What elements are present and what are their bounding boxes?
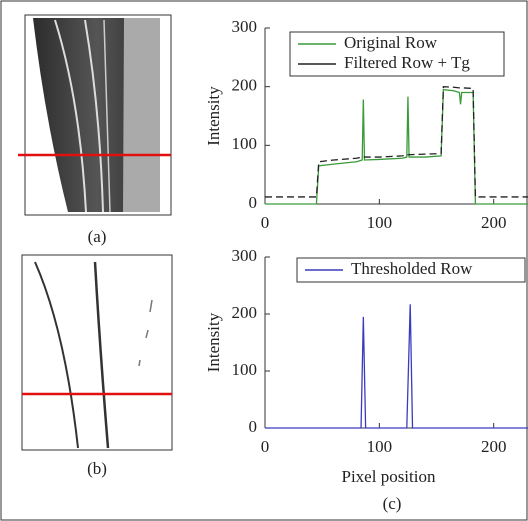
y-axis-label: Intensity [204,312,223,372]
x-tick-label: 0 [261,437,270,456]
panel-label: (b) [87,459,107,478]
image-b [21,254,173,451]
y-tick-label: 100 [232,134,258,153]
x-tick-label: 200 [481,213,507,232]
y-axis-label: Intensity [204,86,223,146]
y-tick-label: 300 [232,246,258,265]
legend-label: Original Row [344,33,438,52]
data-line [265,88,528,205]
x-axis-label: Pixel position [342,467,436,486]
panel-label: (c) [383,494,402,513]
x-tick-label: 100 [367,213,393,232]
legend-label: Thresholded Row [351,259,473,278]
y-tick-label: 200 [232,303,258,322]
legend-box [296,257,526,283]
y-tick-label: 100 [232,360,258,379]
y-tick-label: 200 [232,76,258,95]
image-a [18,14,172,216]
data-line [265,304,528,429]
data-line [265,85,528,198]
legend-box [289,31,505,77]
y-tick-label: 0 [249,193,258,212]
legend-label: Filtered Row + Tg [344,53,470,72]
panel-label: (a) [88,227,107,246]
x-tick-label: 100 [367,437,393,456]
x-tick-label: 0 [261,213,270,232]
x-tick-label: 200 [481,437,507,456]
y-tick-label: 300 [232,17,258,36]
y-tick-label: 0 [249,417,258,436]
